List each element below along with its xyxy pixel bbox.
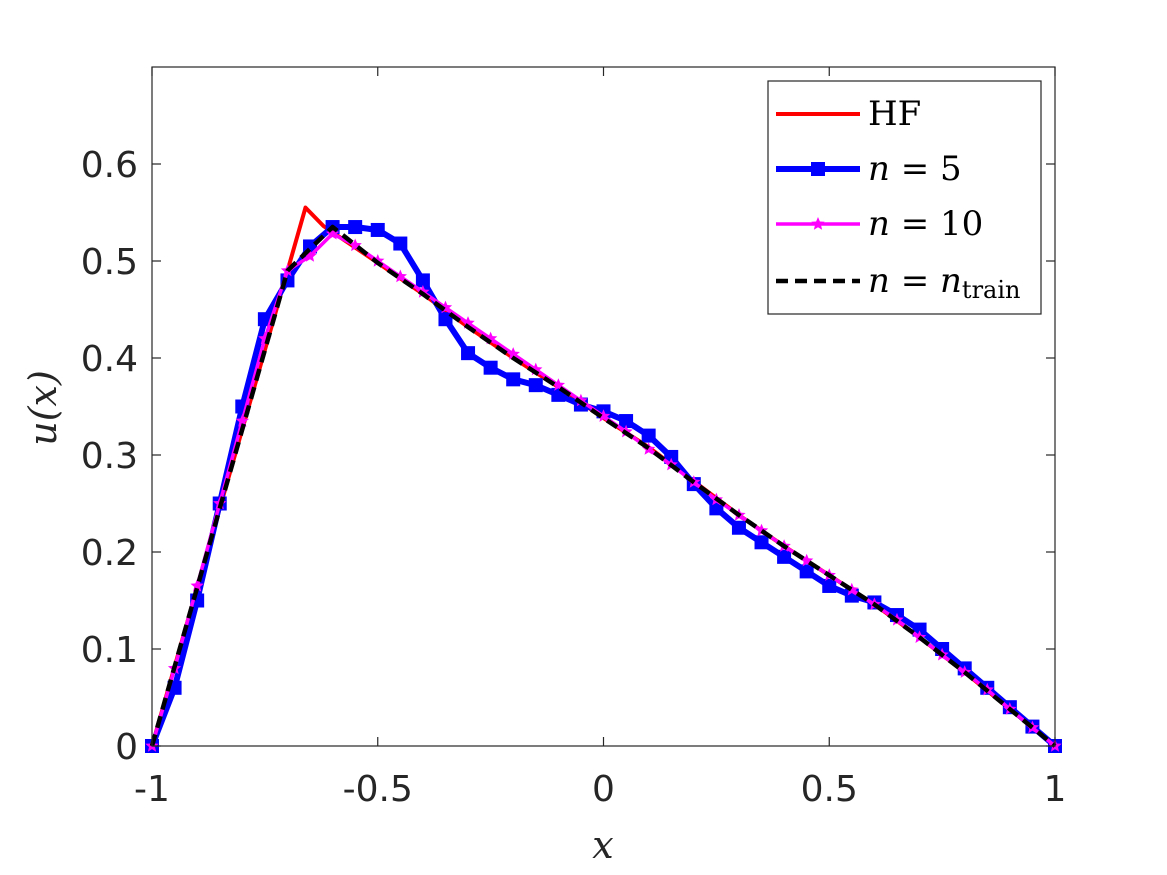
point-n10	[754, 523, 769, 537]
y-tick-label: 0.3	[81, 436, 138, 477]
point-n5	[461, 346, 476, 361]
y-tick-label: 0.5	[81, 242, 138, 283]
point-n5	[822, 578, 837, 593]
point-n5	[528, 378, 543, 393]
point-n5	[731, 520, 746, 535]
series-line-ntrain	[149, 224, 1057, 748]
x-tick-label: 1	[1044, 769, 1067, 810]
x-tick-label: -1	[134, 769, 170, 810]
legend-marker-n10	[811, 217, 825, 230]
point-n10	[393, 269, 407, 283]
y-axis-label: u(x)	[21, 370, 65, 446]
tick-label-layer: -1 -0.5 0 0.5 1 0 0.1 0.2 0.3 0.4 0.5 0.6	[81, 145, 1067, 810]
point-n5	[641, 428, 656, 443]
legend-samples	[776, 112, 860, 284]
point-n5	[483, 360, 498, 375]
point-n10	[190, 579, 204, 592]
point-n10	[303, 249, 317, 262]
point-n10	[596, 409, 611, 422]
y-tick-label: 0.4	[81, 339, 138, 380]
y-tick-label: 0.2	[81, 533, 138, 574]
point-n10	[461, 316, 475, 329]
legend-box	[767, 80, 1042, 315]
legend-label-hf: HF	[868, 94, 921, 134]
x-tick-label: 0	[592, 769, 615, 810]
point-n10	[235, 414, 249, 427]
point-n5	[415, 273, 430, 288]
point-n5	[777, 549, 792, 564]
y-tick-label: 0	[115, 727, 138, 768]
legend-label-n5: n = 5	[868, 149, 962, 189]
y-tick-label: 0.6	[81, 145, 138, 186]
legend-label-ntrain: n = ntrain	[868, 261, 1020, 304]
series-ntrain	[149, 224, 1057, 748]
point-n5	[370, 222, 385, 237]
point-n5	[506, 372, 521, 387]
x-tick-label: -0.5	[343, 769, 413, 810]
point-n10	[438, 300, 453, 314]
legend: HF n = 5 n = 10 n = ntrain	[767, 80, 1042, 315]
point-n5	[754, 535, 769, 550]
x-tick-label: 0.5	[801, 769, 858, 810]
point-n5	[799, 564, 814, 579]
tick-layer	[151, 67, 1056, 747]
point-n10	[845, 582, 859, 596]
point-n10	[506, 347, 520, 360]
y-tick-label: 0.1	[81, 630, 138, 671]
x-axis-label: x	[592, 823, 613, 867]
point-n5	[393, 236, 408, 251]
point-n5	[348, 220, 363, 235]
point-n10	[325, 226, 340, 240]
point-n5	[619, 414, 634, 429]
legend-label-n10: n = 10	[868, 204, 983, 244]
legend-marker-n5	[811, 162, 825, 176]
point-n10	[642, 442, 656, 455]
